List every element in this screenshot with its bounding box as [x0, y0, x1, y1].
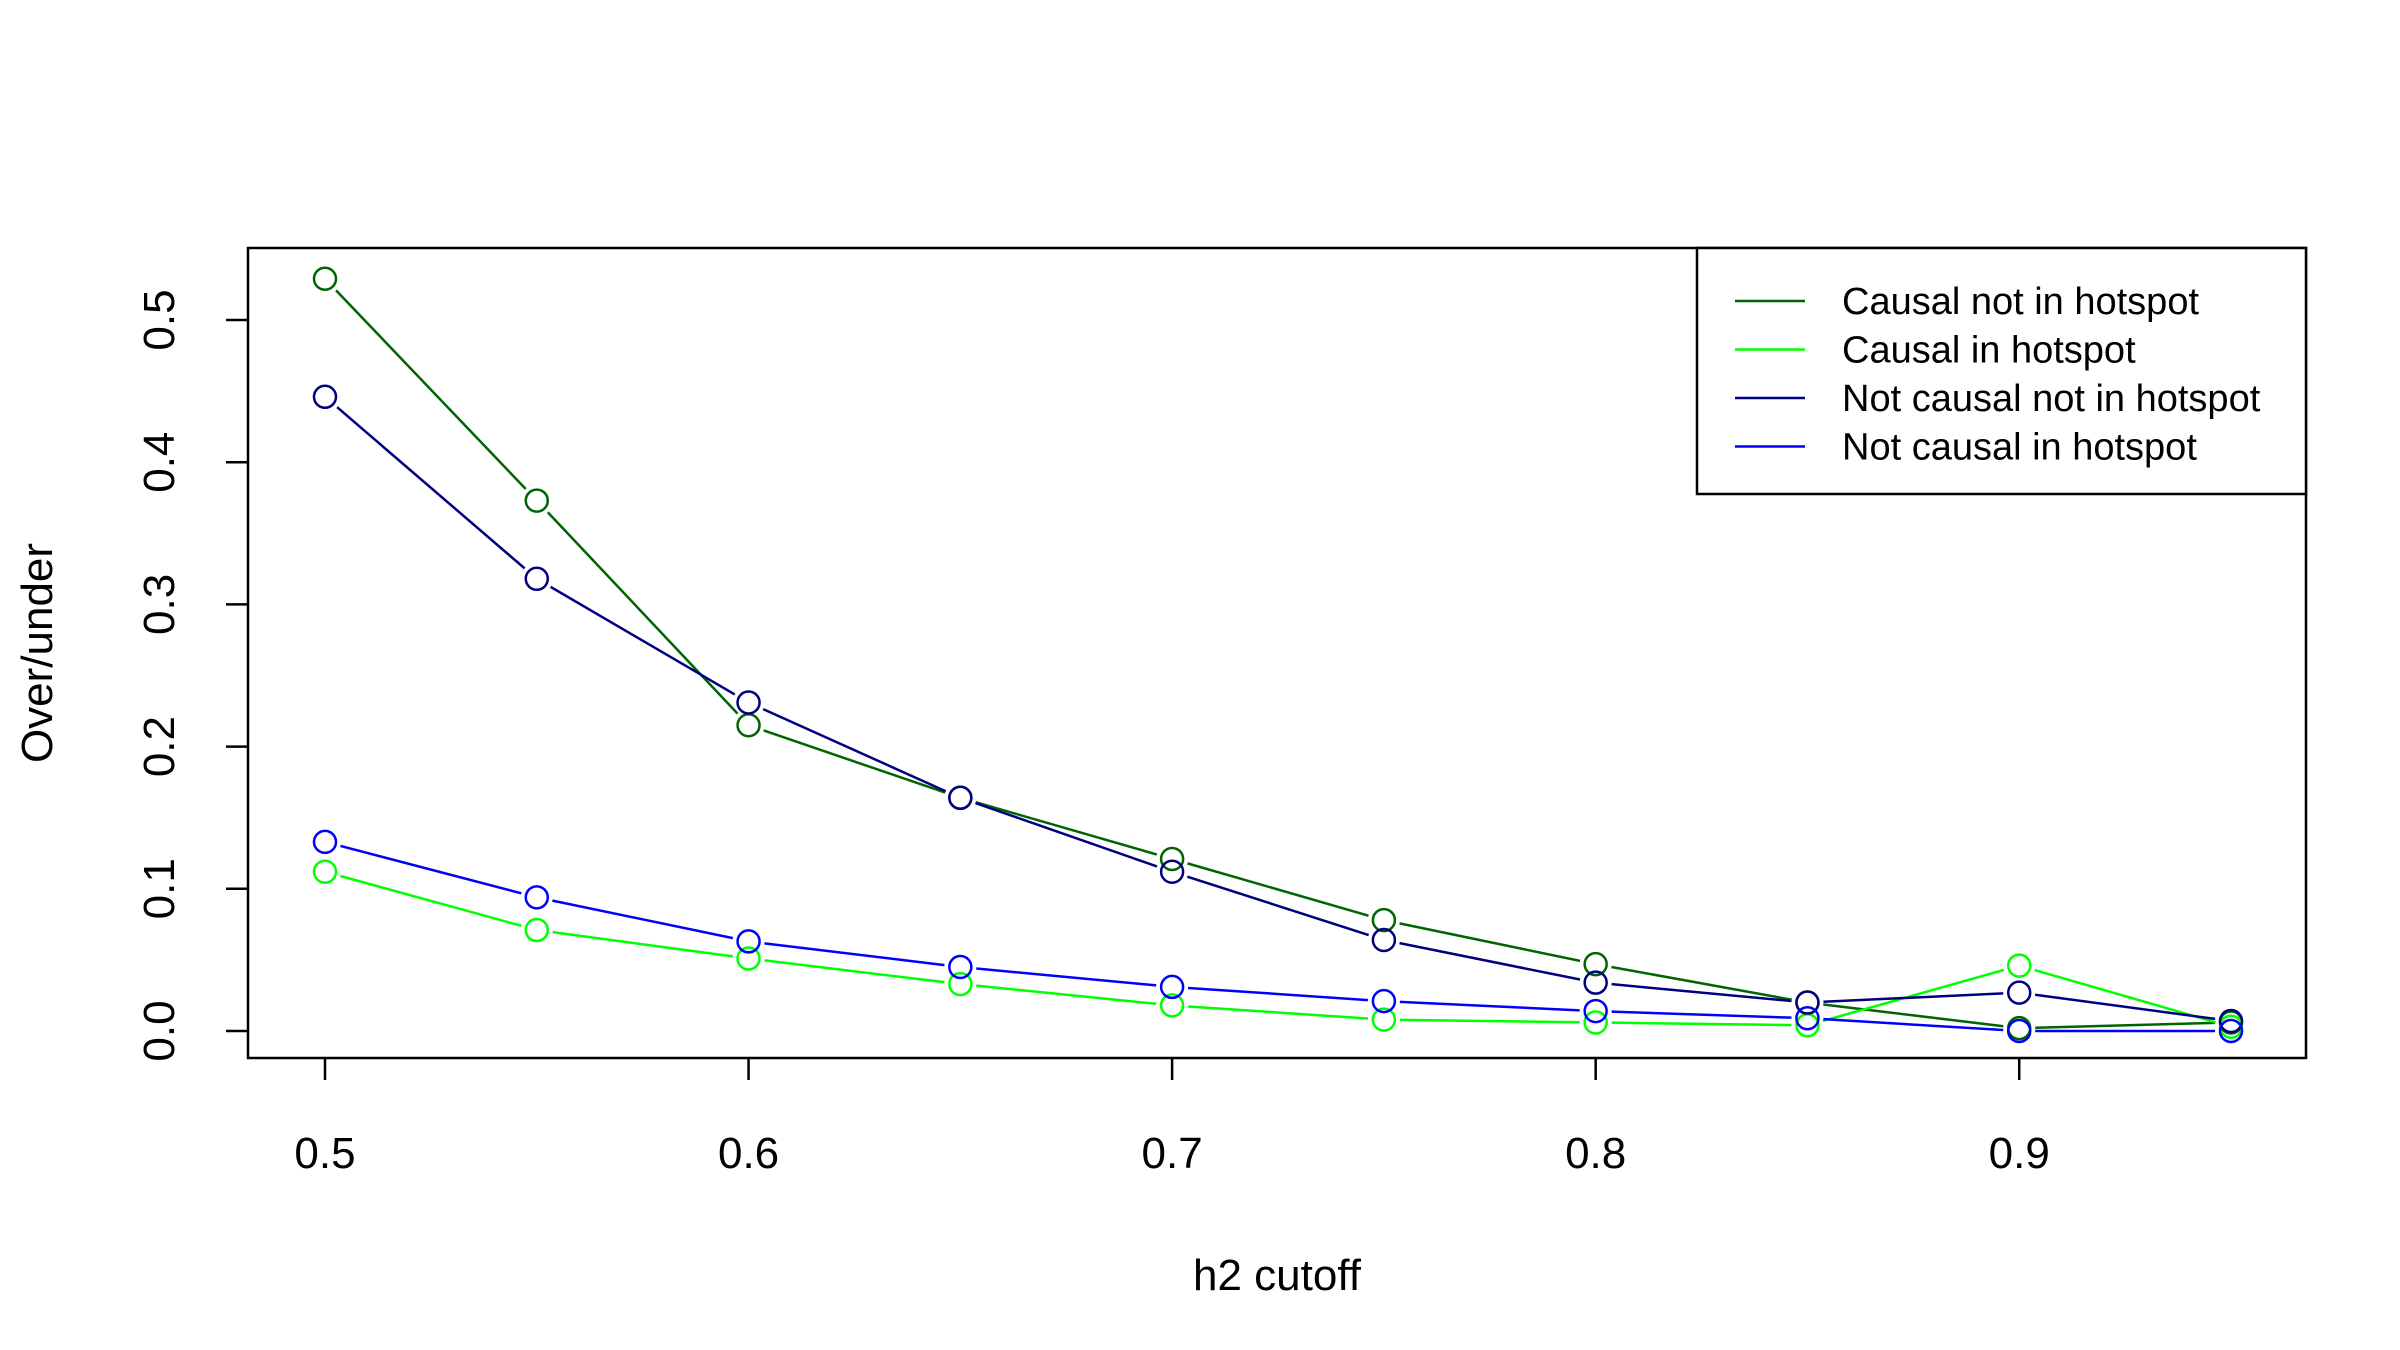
data-point: [2218, 1008, 2244, 1034]
data-point: [1371, 1007, 1397, 1032]
series-line-segment: [1611, 965, 1792, 1001]
series-line-segment: [1399, 941, 1581, 981]
series-line-segment: [1823, 992, 2004, 1004]
data-point: [1371, 988, 1397, 1014]
legend-label: Causal not in hotspot: [1842, 281, 2199, 323]
data-point: [1159, 993, 1185, 1018]
series-not-causal-in-hotspot: [312, 829, 2244, 1044]
data-point: [524, 917, 550, 943]
data-point: [2218, 1018, 2244, 1044]
series-causal-not-in-hotspot: [312, 266, 2244, 1041]
data-point: [736, 946, 761, 971]
series-line-segment: [1187, 986, 1369, 1002]
series-not-causal-not-in-hotspot: [312, 384, 2244, 1034]
y-tick-label: 0.1: [135, 858, 184, 919]
data-point: [312, 859, 338, 884]
data-point: [1583, 1010, 1608, 1035]
legend-box: [1695, 246, 2308, 496]
y-tick-label: 0.3: [135, 574, 184, 635]
x-axis: 0.5 0.6 0.7 0.8 0.9: [294, 1058, 2050, 1178]
data-point: [1583, 951, 1608, 977]
series-line-segment: [762, 707, 947, 793]
data-point: [736, 929, 761, 954]
series-line-segment: [2034, 968, 2216, 1024]
data-point: [1795, 1005, 1820, 1031]
x-tick-label: 0.5: [294, 1129, 355, 1178]
series-line-segment: [335, 289, 527, 490]
legend-label: Not causal in hotspot: [1842, 427, 2197, 469]
data-point: [2006, 1018, 2032, 1044]
series-line-segment: [1823, 1003, 2004, 1028]
data-point: [1371, 927, 1397, 953]
series-line-segment: [764, 959, 945, 984]
data-point: [1583, 970, 1608, 995]
series-line-segment: [976, 967, 1157, 987]
data-point: [1159, 859, 1185, 884]
series-line-segment: [549, 585, 736, 696]
data-point: [524, 885, 550, 910]
series-line-segment: [975, 801, 1158, 856]
series-line-segment: [552, 899, 734, 940]
data-point: [524, 488, 550, 513]
y-axis-title: Over/under: [13, 543, 62, 763]
data-point: [1795, 990, 1820, 1015]
series-line-segment: [1611, 982, 1792, 1003]
data-point: [948, 971, 973, 997]
series-line-segment: [1399, 922, 1581, 963]
y-tick-label: 0.2: [135, 716, 184, 777]
data-point: [1583, 998, 1608, 1024]
data-point: [948, 954, 973, 980]
series-line-segment: [976, 984, 1157, 1006]
y-axis: 0.0 0.1 0.2 0.3 0.4 0.5: [135, 289, 248, 1062]
series-line-segment: [1822, 968, 2005, 1023]
data-point: [736, 690, 761, 715]
series-line-segment: [1186, 875, 1370, 937]
series-line-segment: [1187, 862, 1369, 917]
series-line-segment: [552, 930, 733, 958]
series-causal-in-hotspot: [312, 859, 2244, 1039]
data-point: [2006, 980, 2032, 1005]
series-line-segment: [1399, 1018, 1580, 1024]
series-line-segment: [1823, 1017, 2004, 1032]
series-line-segment: [1187, 1005, 1369, 1020]
data-point: [1159, 974, 1185, 1000]
series-layer: [312, 266, 2244, 1044]
x-axis-title: h2 cutoff: [1193, 1251, 1362, 1300]
series-line-segment: [2035, 1021, 2216, 1029]
series-line-segment: [2034, 993, 2216, 1021]
data-point: [948, 785, 973, 811]
data-point: [312, 829, 338, 855]
legend: Causal not in hotspot Causal in hotspot No…: [1695, 246, 2308, 496]
x-tick-label: 0.6: [718, 1129, 779, 1178]
y-tick-label: 0.5: [135, 289, 184, 350]
series-line-segment: [975, 801, 1158, 868]
series-line-segment: [1399, 1000, 1580, 1012]
y-tick-label: 0.0: [135, 1000, 184, 1061]
series-line-segment: [340, 874, 522, 927]
legend-label: Causal in hotspot: [1842, 330, 2136, 372]
data-point: [2006, 953, 2032, 978]
x-tick-label: 0.8: [1565, 1129, 1626, 1178]
data-point: [736, 713, 761, 738]
data-point: [312, 266, 338, 292]
legend-label: Not causal not in hotspot: [1842, 378, 2261, 420]
data-point: [1371, 907, 1397, 933]
y-tick-label: 0.4: [135, 432, 184, 493]
data-point: [312, 384, 338, 410]
data-point: [1159, 846, 1185, 872]
series-line-segment: [764, 942, 945, 967]
series-line-segment: [763, 729, 946, 794]
x-tick-label: 0.9: [1989, 1129, 2050, 1178]
series-line-segment: [340, 844, 522, 895]
x-tick-label: 0.7: [1142, 1129, 1203, 1178]
data-point: [524, 566, 550, 592]
series-line-segment: [1611, 1010, 1792, 1019]
plot-frame: [246, 246, 2308, 1060]
series-line-segment: [546, 511, 739, 715]
series-line-segment: [1611, 1021, 1792, 1027]
series-line-segment: [336, 406, 526, 570]
